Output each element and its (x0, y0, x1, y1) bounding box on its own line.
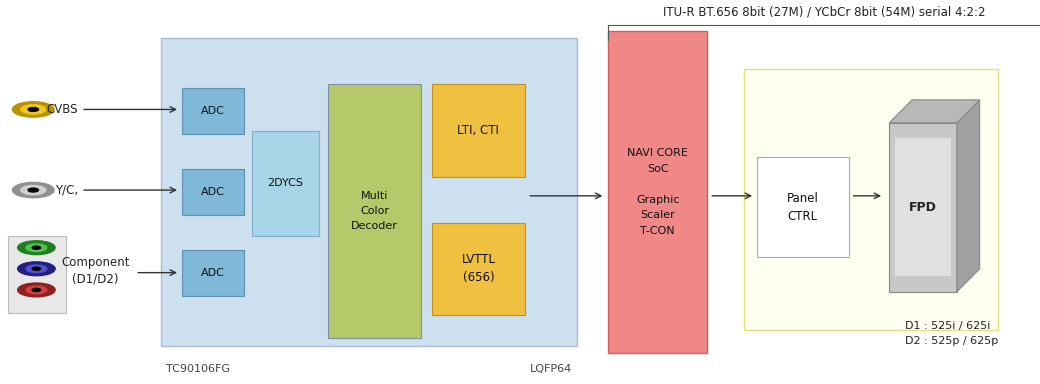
Circle shape (18, 283, 55, 297)
Text: FPD: FPD (909, 201, 937, 214)
FancyBboxPatch shape (432, 223, 525, 315)
Polygon shape (889, 100, 980, 123)
Text: ADC: ADC (202, 106, 225, 116)
Circle shape (28, 108, 38, 111)
Circle shape (21, 185, 46, 195)
Text: D1 : 525i / 625i
D2 : 525p / 625p: D1 : 525i / 625i D2 : 525p / 625p (905, 321, 998, 346)
Circle shape (32, 267, 41, 270)
Text: ADC: ADC (202, 268, 225, 278)
Circle shape (12, 102, 54, 117)
FancyBboxPatch shape (432, 84, 525, 177)
Text: NAVI CORE
SoC

Graphic
Scaler
T-CON: NAVI CORE SoC Graphic Scaler T-CON (627, 148, 688, 236)
Circle shape (18, 262, 55, 276)
Polygon shape (889, 123, 957, 292)
Text: LQFP64: LQFP64 (529, 364, 572, 374)
Text: Y/C,: Y/C, (55, 184, 78, 197)
FancyBboxPatch shape (252, 131, 319, 236)
Circle shape (18, 241, 55, 255)
FancyBboxPatch shape (328, 84, 421, 338)
FancyBboxPatch shape (182, 88, 244, 134)
Text: CVBS: CVBS (47, 103, 78, 116)
Circle shape (28, 188, 38, 192)
FancyBboxPatch shape (608, 31, 707, 353)
Text: Component
(D1/D2): Component (D1/D2) (61, 256, 130, 286)
Text: ADC: ADC (202, 187, 225, 197)
Circle shape (32, 246, 41, 249)
Text: LTI, CTI: LTI, CTI (458, 124, 499, 137)
Circle shape (32, 288, 41, 291)
FancyBboxPatch shape (161, 38, 577, 346)
FancyBboxPatch shape (757, 157, 849, 257)
Circle shape (12, 182, 54, 198)
Circle shape (21, 105, 46, 114)
Text: TC90106FG: TC90106FG (166, 364, 231, 374)
FancyBboxPatch shape (744, 69, 998, 330)
Text: Multi
Color
Decoder: Multi Color Decoder (350, 191, 398, 231)
FancyBboxPatch shape (8, 236, 66, 313)
Text: LVTTL
(656): LVTTL (656) (462, 253, 495, 284)
Text: Panel
CTRL: Panel CTRL (787, 192, 818, 223)
Text: ITU-R BT.656 8bit (27M) / YCbCr 8bit (54M) serial 4:2:2: ITU-R BT.656 8bit (27M) / YCbCr 8bit (54… (662, 5, 986, 18)
Polygon shape (895, 138, 951, 276)
FancyBboxPatch shape (182, 169, 244, 215)
Polygon shape (957, 100, 980, 292)
Text: 2DYCS: 2DYCS (267, 178, 304, 189)
Circle shape (26, 286, 47, 294)
Circle shape (26, 265, 47, 273)
FancyBboxPatch shape (182, 250, 244, 296)
Circle shape (26, 244, 47, 252)
